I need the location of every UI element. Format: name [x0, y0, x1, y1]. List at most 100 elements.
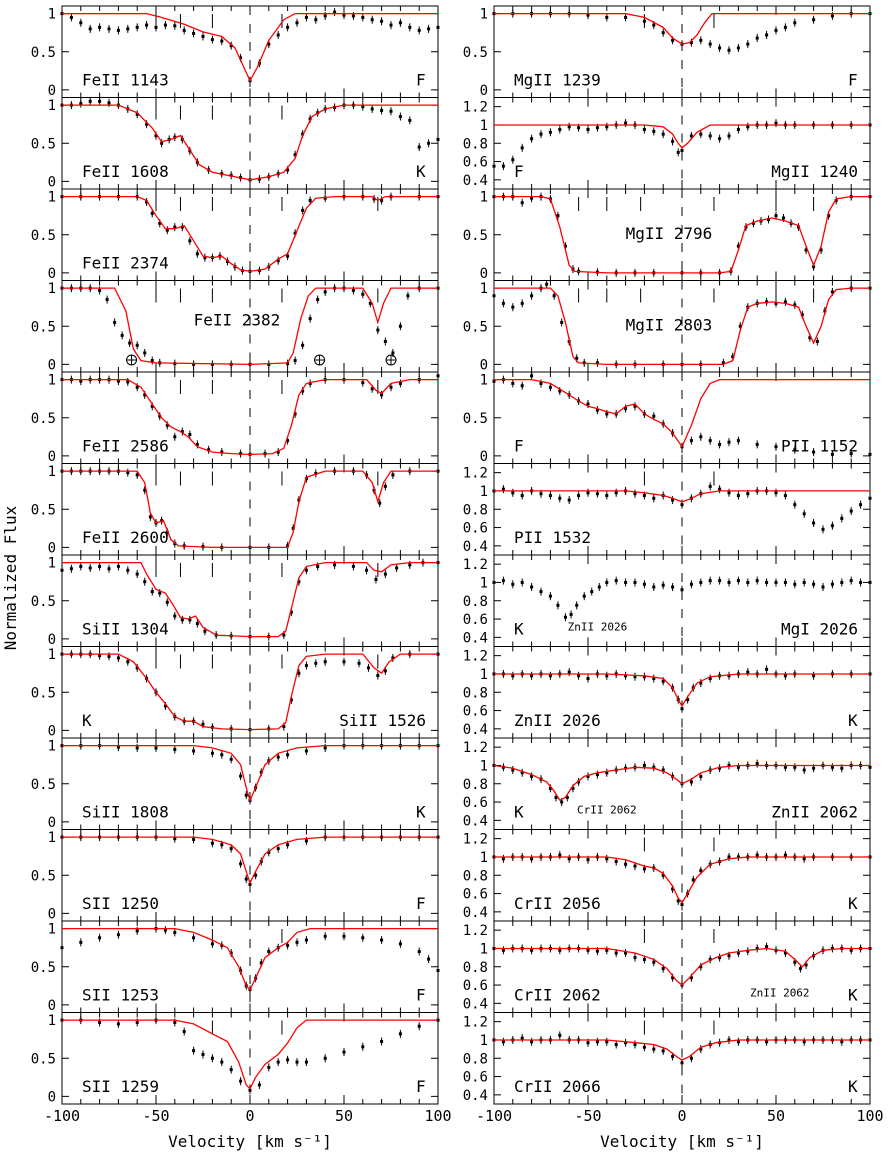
- ion-label: SII 1253: [82, 986, 159, 1005]
- data-point: [210, 751, 214, 755]
- data-point: [342, 1050, 346, 1054]
- data-point: [595, 949, 599, 953]
- data-point: [244, 793, 248, 797]
- data-point: [165, 530, 169, 534]
- data-point: [808, 336, 812, 340]
- data-point: [699, 132, 703, 136]
- data-point: [671, 976, 675, 980]
- data-point: [372, 197, 376, 201]
- y-tick-label: 0: [48, 815, 56, 831]
- ion-label: MgII 1240: [771, 162, 858, 181]
- data-point: [135, 1020, 139, 1024]
- data-point: [783, 674, 787, 678]
- data-point: [680, 149, 684, 153]
- y-tick-label: 0: [48, 174, 56, 190]
- data-point: [849, 579, 853, 583]
- data-point: [736, 579, 740, 583]
- data-point: [868, 496, 872, 500]
- data-point: [368, 301, 372, 305]
- data-point: [286, 843, 290, 847]
- model-line: [62, 12, 438, 83]
- data-point: [548, 674, 552, 678]
- y-tick-label: 1: [480, 850, 488, 866]
- data-point: [530, 674, 534, 678]
- data-point: [793, 582, 797, 586]
- data-point: [605, 674, 609, 678]
- data-point: [633, 492, 637, 496]
- data-point: [671, 139, 675, 143]
- data-point: [699, 774, 703, 778]
- y-tick-label: 0.5: [31, 136, 56, 152]
- data-point: [98, 288, 102, 292]
- source-label: K: [514, 620, 524, 639]
- y-tick-label: 0.5: [31, 1051, 56, 1067]
- data-point: [718, 487, 722, 491]
- y-tick-label: 0.5: [463, 319, 488, 335]
- data-point: [436, 25, 440, 29]
- data-point: [173, 24, 177, 28]
- data-point: [765, 667, 769, 671]
- data-point: [304, 568, 308, 572]
- data-point: [293, 153, 297, 157]
- data-point: [652, 677, 656, 681]
- data-point: [530, 585, 534, 589]
- data-point: [661, 679, 665, 683]
- data-point: [661, 768, 665, 772]
- data-point: [676, 150, 680, 154]
- y-tick-label: 1: [480, 484, 488, 500]
- data-point: [239, 1079, 243, 1083]
- data-point: [633, 675, 637, 679]
- data-point: [586, 128, 590, 132]
- data-point: [539, 381, 543, 385]
- data-point: [699, 681, 703, 685]
- data-point: [798, 967, 802, 971]
- data-point: [173, 1020, 177, 1024]
- y-tick-label: 1: [480, 575, 488, 591]
- data-point: [590, 590, 594, 594]
- data-point: [259, 961, 263, 965]
- data-point: [699, 38, 703, 42]
- data-point: [652, 765, 656, 769]
- data-point: [642, 763, 646, 767]
- y-tick-label: 0.6: [463, 155, 488, 171]
- ion-label: SiII 1808: [82, 803, 169, 822]
- data-point: [143, 351, 147, 355]
- data-point: [605, 857, 609, 861]
- data-point: [88, 99, 92, 103]
- data-point: [586, 13, 590, 17]
- data-point: [210, 841, 214, 845]
- ion-label: ZnII 2026: [514, 711, 601, 730]
- data-point: [586, 774, 590, 778]
- data-point: [79, 940, 83, 944]
- data-point: [812, 674, 816, 678]
- data-point: [718, 766, 722, 770]
- data-point: [652, 496, 656, 500]
- data-point: [267, 42, 271, 46]
- data-point: [731, 355, 735, 359]
- data-point: [586, 858, 590, 862]
- data-point: [563, 244, 567, 248]
- data-point: [802, 1040, 806, 1044]
- data-point: [567, 670, 571, 674]
- data-point: [597, 585, 601, 589]
- data-point: [586, 402, 590, 406]
- data-point: [188, 239, 192, 243]
- data-point: [548, 494, 552, 498]
- data-point: [220, 753, 224, 757]
- y-tick-label: 1.2: [463, 923, 488, 939]
- data-point: [126, 27, 130, 31]
- data-point: [308, 381, 312, 385]
- data-point: [501, 857, 505, 861]
- y-tick-label: 1: [48, 556, 56, 572]
- data-point: [276, 450, 280, 454]
- data-point: [783, 25, 787, 29]
- panel-right-5: 0.4 0.6 0.8 1 1.2 PII 1532: [463, 463, 872, 556]
- data-point: [203, 256, 207, 260]
- y-tick-label: 1.2: [463, 100, 488, 116]
- data-point: [163, 23, 167, 27]
- data-point: [143, 580, 147, 584]
- panel-left-2: 0 0.5 1 FeII 2374: [31, 188, 440, 282]
- data-point: [530, 1040, 534, 1044]
- data-point: [220, 1060, 224, 1064]
- data-point: [436, 969, 440, 973]
